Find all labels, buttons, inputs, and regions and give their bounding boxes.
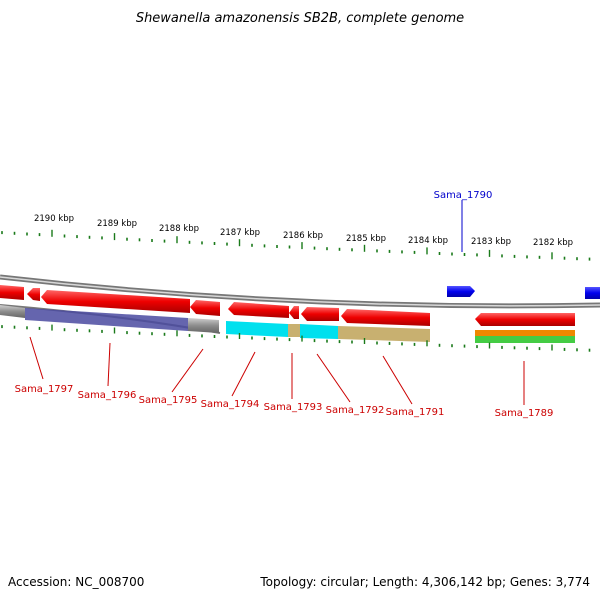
feature-grey-left[interactable] <box>0 305 25 318</box>
gene-red-left-2[interactable] <box>27 288 40 301</box>
feature-purple[interactable] <box>25 308 188 331</box>
gene-sama-1793-cds[interactable] <box>289 306 299 319</box>
tick-label: 2184 kbp <box>408 236 448 246</box>
tick-label: 2188 kbp <box>159 224 199 234</box>
feature-orange[interactable] <box>475 330 575 336</box>
tick-label: 2186 kbp <box>283 231 323 241</box>
feature-track <box>0 305 575 343</box>
gene-edge-blue[interactable] <box>585 287 600 299</box>
gene-sama-1796-cds[interactable] <box>41 290 190 313</box>
tick-label: 2189 kbp <box>97 219 137 229</box>
tick-label: 2190 kbp <box>34 214 74 224</box>
gene-sama-1791-cds[interactable] <box>341 309 430 326</box>
feature-cyan-1[interactable] <box>226 321 288 337</box>
upper-ruler <box>1 229 591 261</box>
topology-text: Topology: circular; Length: 4,306,142 bp… <box>259 575 590 589</box>
gene-label-sama-1793[interactable]: Sama_1793 <box>264 402 323 413</box>
tick-label: 2185 kbp <box>346 234 386 244</box>
feature-green[interactable] <box>475 336 575 343</box>
tick-labels: 2190 kbp 2189 kbp 2188 kbp 2187 kbp 2186… <box>34 214 573 248</box>
tick-label: 2187 kbp <box>220 228 260 238</box>
gene-label-sama-1789[interactable]: Sama_1789 <box>495 408 554 419</box>
gene-sama-1795-cds[interactable] <box>190 300 220 316</box>
tick-label: 2183 kbp <box>471 237 511 247</box>
gene-label-sama-1797[interactable]: Sama_1797 <box>15 384 74 395</box>
tick-label: 2182 kbp <box>533 238 573 248</box>
map-title: Shewanella amazonensis SB2B, complete ge… <box>136 11 464 26</box>
feature-tan-2[interactable] <box>338 326 430 342</box>
gene-label-sama-1796[interactable]: Sama_1796 <box>78 390 137 401</box>
feature-tan-1[interactable] <box>288 324 300 337</box>
gene-label-sama-1790[interactable]: Sama_1790 <box>434 190 493 201</box>
gene-label-sama-1794[interactable]: Sama_1794 <box>201 399 260 410</box>
red-gene-track <box>0 285 575 326</box>
accession-text: Accession: NC_008700 <box>8 575 144 589</box>
gene-red-left-1[interactable] <box>0 285 24 300</box>
leader-lines <box>29 200 525 405</box>
gene-label-sama-1792[interactable]: Sama_1792 <box>326 405 385 416</box>
feature-cyan-2[interactable] <box>300 324 338 339</box>
gene-sama-1792-cds[interactable] <box>301 307 339 321</box>
gene-label-sama-1795[interactable]: Sama_1795 <box>139 395 198 406</box>
gene-sama-1794-cds[interactable] <box>228 302 289 318</box>
gene-sama-1790[interactable] <box>447 286 475 297</box>
gene-sama-1789-cds[interactable] <box>475 313 575 326</box>
lower-ruler <box>1 324 591 352</box>
gene-label-sama-1791[interactable]: Sama_1791 <box>386 407 445 418</box>
feature-grey-right[interactable] <box>188 318 219 333</box>
